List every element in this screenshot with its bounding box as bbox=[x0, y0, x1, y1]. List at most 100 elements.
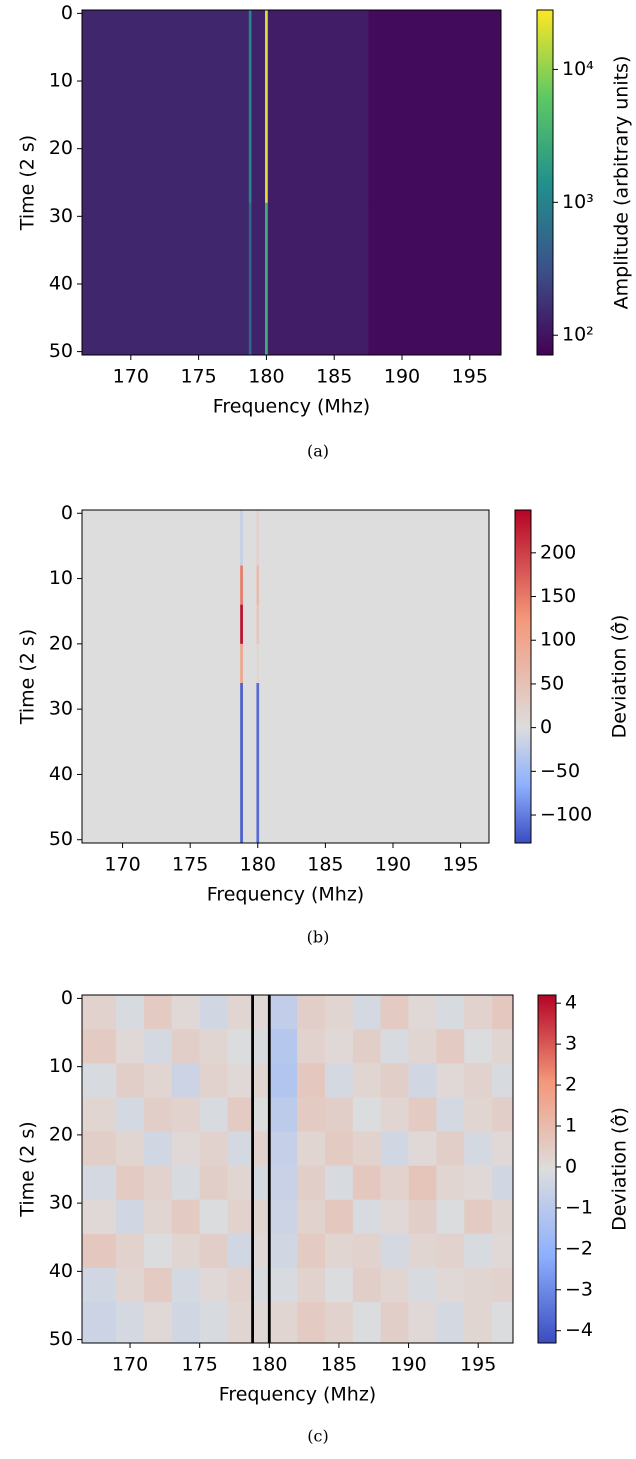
x-tick-label: 175 bbox=[172, 854, 208, 876]
y-tick-label: 10 bbox=[49, 70, 73, 92]
heatmap-cell bbox=[256, 604, 260, 645]
heatmap-cell bbox=[253, 1267, 269, 1303]
heatmap-cell bbox=[240, 565, 244, 605]
heatmap-cell bbox=[143, 1302, 173, 1344]
heatmap-cell bbox=[251, 10, 266, 204]
heatmap-cell bbox=[368, 202, 502, 356]
x-tick-label: 175 bbox=[182, 1354, 218, 1376]
heatmap-cell bbox=[325, 1302, 354, 1344]
heatmap-cell bbox=[408, 1267, 437, 1303]
heatmap-cell bbox=[464, 1131, 493, 1166]
colorbar-tick-label: 4 bbox=[565, 992, 577, 1014]
heatmap-cell bbox=[253, 1063, 269, 1098]
heatmap-cell bbox=[408, 1029, 437, 1064]
heatmap-cell bbox=[82, 1131, 117, 1166]
heatmap-cell bbox=[325, 1199, 354, 1235]
heatmap-cell bbox=[408, 1233, 437, 1269]
heatmap-cell bbox=[199, 1063, 228, 1098]
heatmap-cell bbox=[408, 1063, 437, 1098]
heatmap-cell bbox=[270, 1063, 298, 1098]
heatmap-cell bbox=[492, 995, 514, 1030]
x-axis-label: Frequency (Mhz) bbox=[213, 396, 370, 418]
heatmap-cell bbox=[253, 1199, 269, 1235]
heatmap-cell bbox=[227, 1267, 252, 1303]
heatmap-cell bbox=[352, 1233, 382, 1269]
colorbar bbox=[537, 994, 557, 1344]
heatmap-cell bbox=[256, 565, 260, 605]
heatmap-cell bbox=[116, 1199, 145, 1235]
colorbar-tick-label: 10⁴ bbox=[562, 58, 594, 80]
colorbar-tick-label: −100 bbox=[540, 804, 592, 826]
heatmap-cell bbox=[436, 995, 465, 1030]
heatmap-cell bbox=[199, 1302, 228, 1344]
heatmap-cell bbox=[251, 1131, 255, 1166]
colorbar-tick-label: −50 bbox=[540, 760, 580, 782]
heatmap-cell bbox=[143, 1165, 173, 1201]
heatmap-cell bbox=[82, 1199, 117, 1235]
heatmap-cell bbox=[199, 1199, 228, 1235]
y-tick-label: 40 bbox=[49, 1260, 73, 1282]
heatmap-cell bbox=[171, 1267, 200, 1303]
heatmap-cell bbox=[227, 1302, 252, 1344]
heatmap-cell bbox=[380, 1233, 409, 1269]
heatmap-cell bbox=[199, 1165, 228, 1201]
heatmap-cell bbox=[270, 1267, 298, 1303]
heatmap-cell bbox=[492, 1063, 514, 1098]
heatmap-cell bbox=[82, 1233, 117, 1269]
y-tick-label: 50 bbox=[49, 828, 73, 850]
x-tick-label: 175 bbox=[180, 366, 216, 388]
heatmap-cell bbox=[251, 1267, 255, 1303]
heatmap-cell bbox=[297, 1097, 326, 1132]
heatmap-cell bbox=[251, 202, 266, 356]
heatmap-cell bbox=[368, 10, 502, 204]
heatmap-cell bbox=[492, 1131, 514, 1166]
heatmap-cell bbox=[492, 1199, 514, 1235]
heatmap-cell bbox=[171, 995, 200, 1030]
y-tick-label: 0 bbox=[61, 502, 73, 524]
heatmap-cell bbox=[267, 1233, 271, 1269]
heatmap-cell bbox=[270, 995, 298, 1030]
heatmap-cell bbox=[267, 1029, 271, 1064]
x-tick-label: 190 bbox=[390, 1354, 426, 1376]
heatmap-cell bbox=[436, 1029, 465, 1064]
heatmap-cell bbox=[82, 1097, 117, 1132]
heatmap-cell bbox=[82, 202, 250, 356]
heatmap-cell bbox=[171, 1302, 200, 1344]
heatmap-cell bbox=[270, 1165, 298, 1201]
heatmap-cell bbox=[270, 1302, 298, 1344]
heatmap-cell bbox=[267, 1267, 271, 1303]
heatmap-cell bbox=[408, 1199, 437, 1235]
heatmap-cell bbox=[248, 10, 252, 204]
heatmap-cell bbox=[380, 1267, 409, 1303]
heatmap-cell bbox=[116, 1302, 145, 1344]
heatmap-cell bbox=[380, 1302, 409, 1344]
heatmap-cell bbox=[82, 510, 241, 566]
heatmap-cell bbox=[116, 1063, 145, 1098]
heatmap-cell bbox=[251, 1165, 255, 1201]
y-tick-label: 50 bbox=[49, 340, 73, 362]
heatmap-cell bbox=[436, 1063, 465, 1098]
heatmap-cell bbox=[297, 1029, 326, 1064]
heatmap-cell bbox=[270, 1097, 298, 1132]
colorbar-tick-label: 1 bbox=[565, 1115, 577, 1137]
heatmap-cell bbox=[267, 995, 271, 1030]
heatmap-cell bbox=[297, 1233, 326, 1269]
heatmap-cell bbox=[143, 1131, 173, 1166]
heatmap-cell bbox=[436, 1165, 465, 1201]
x-tick-label: 185 bbox=[307, 854, 343, 876]
y-tick-label: 40 bbox=[49, 763, 73, 785]
heatmap-cell bbox=[253, 1029, 269, 1064]
x-tick-label: 185 bbox=[321, 1354, 357, 1376]
heatmap-cell bbox=[297, 1267, 326, 1303]
heatmap-cell bbox=[82, 1165, 117, 1201]
heatmap-cell bbox=[352, 1131, 382, 1166]
heatmap-cell bbox=[82, 604, 241, 645]
heatmap-cell bbox=[325, 1131, 354, 1166]
heatmap-cell bbox=[380, 1199, 409, 1235]
heatmap-cell bbox=[171, 1165, 200, 1201]
heatmap-cell bbox=[325, 1097, 354, 1132]
colorbar-tick-label: 100 bbox=[540, 629, 576, 651]
x-tick-label: 190 bbox=[375, 854, 411, 876]
heatmap-cell bbox=[199, 1233, 228, 1269]
